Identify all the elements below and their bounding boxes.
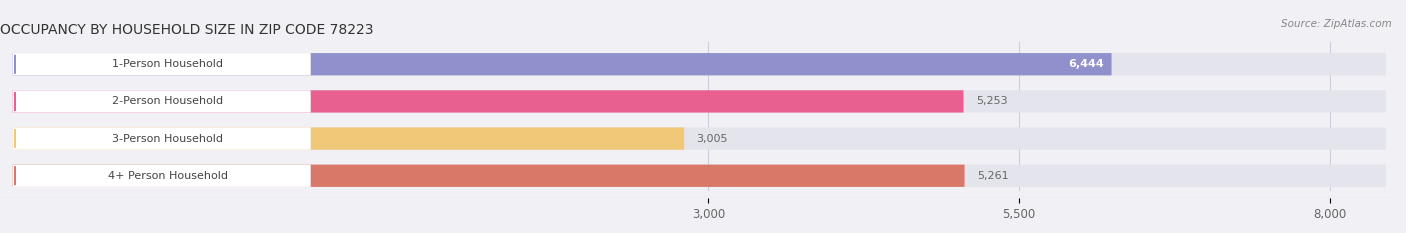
FancyBboxPatch shape [13, 90, 963, 113]
FancyBboxPatch shape [13, 127, 311, 150]
Text: 6,444: 6,444 [1069, 59, 1104, 69]
FancyBboxPatch shape [13, 164, 965, 187]
Text: 3-Person Household: 3-Person Household [112, 134, 224, 144]
Text: OCCUPANCY BY HOUSEHOLD SIZE IN ZIP CODE 78223: OCCUPANCY BY HOUSEHOLD SIZE IN ZIP CODE … [0, 23, 374, 37]
FancyBboxPatch shape [13, 90, 1386, 113]
FancyBboxPatch shape [13, 164, 311, 187]
FancyBboxPatch shape [13, 53, 1386, 75]
Text: Source: ZipAtlas.com: Source: ZipAtlas.com [1281, 19, 1392, 29]
FancyBboxPatch shape [13, 53, 1112, 75]
Text: 5,253: 5,253 [976, 96, 1008, 106]
FancyBboxPatch shape [13, 90, 311, 113]
FancyBboxPatch shape [13, 127, 1386, 150]
FancyBboxPatch shape [13, 164, 1386, 187]
FancyBboxPatch shape [13, 127, 685, 150]
Text: 3,005: 3,005 [696, 134, 728, 144]
Text: 4+ Person Household: 4+ Person Household [107, 171, 228, 181]
Text: 5,261: 5,261 [977, 171, 1008, 181]
Text: 2-Person Household: 2-Person Household [112, 96, 224, 106]
Text: 1-Person Household: 1-Person Household [112, 59, 224, 69]
FancyBboxPatch shape [13, 53, 311, 75]
